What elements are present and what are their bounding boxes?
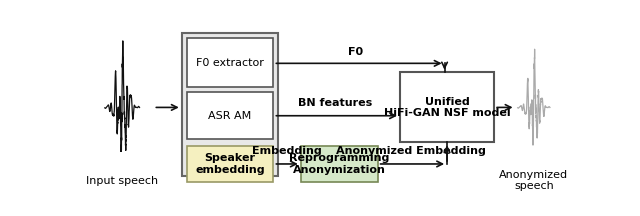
FancyBboxPatch shape	[187, 38, 273, 87]
FancyBboxPatch shape	[187, 146, 273, 182]
Text: Anonymized
speech: Anonymized speech	[499, 170, 568, 191]
FancyBboxPatch shape	[301, 146, 378, 182]
Text: Embedding: Embedding	[252, 146, 322, 156]
Text: BN features: BN features	[298, 98, 372, 108]
FancyBboxPatch shape	[182, 33, 278, 176]
Text: Reprogramming
Anonymization: Reprogramming Anonymization	[289, 153, 389, 175]
Text: Input speech: Input speech	[86, 176, 158, 186]
Text: F0 extractor: F0 extractor	[196, 58, 264, 68]
Text: Speaker
embedding: Speaker embedding	[195, 153, 265, 175]
FancyBboxPatch shape	[187, 92, 273, 139]
Text: F0: F0	[348, 47, 363, 57]
Text: ASR AM: ASR AM	[209, 111, 252, 121]
FancyBboxPatch shape	[400, 73, 494, 142]
Text: Unified
HiFi-GAN NSF model: Unified HiFi-GAN NSF model	[384, 97, 510, 118]
Text: Anonymized Embedding: Anonymized Embedding	[336, 146, 486, 156]
